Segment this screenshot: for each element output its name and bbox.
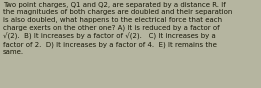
Text: Two point charges, Q1 and Q2, are separated by a distance R. If
the magnitudes o: Two point charges, Q1 and Q2, are separa… <box>3 2 232 55</box>
